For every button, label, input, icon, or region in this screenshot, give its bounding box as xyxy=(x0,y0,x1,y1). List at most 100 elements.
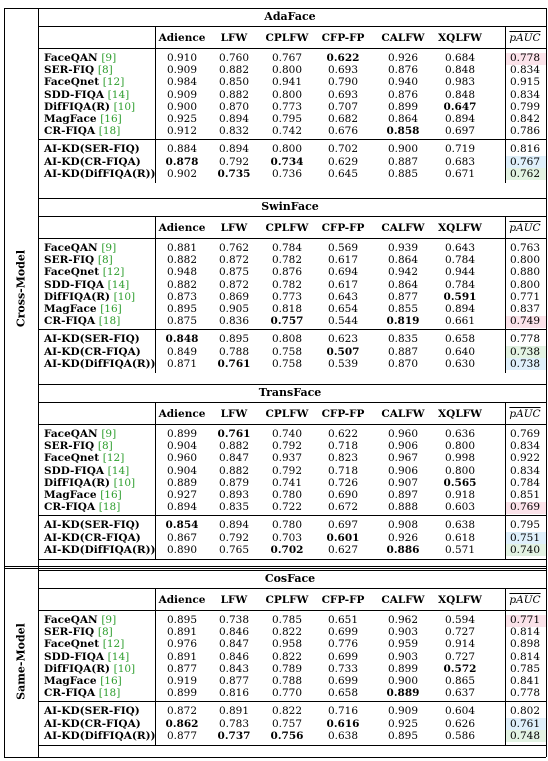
citation-link[interactable]: [12] xyxy=(102,638,125,651)
table-cell: 0.591 xyxy=(443,290,477,303)
table-cell: 0.800 xyxy=(444,464,476,477)
table-cell: 0.716 xyxy=(327,705,359,718)
table-cell: 0.864 xyxy=(387,113,419,125)
citation-link[interactable]: [14] xyxy=(107,278,130,291)
citation-link[interactable]: [10] xyxy=(113,662,136,675)
method-name: AI-KD(DifFIQA(R)) xyxy=(44,358,156,370)
table-cell: 0.734 xyxy=(270,155,304,168)
table-cell: 0.885 xyxy=(387,167,419,180)
table-cell: 0.898 xyxy=(509,638,541,651)
method-name: AI-KD(SER-FIQ) xyxy=(44,143,140,155)
citation-link[interactable]: [8] xyxy=(97,254,113,267)
method-label: MagFace xyxy=(44,489,97,501)
table-cell: 0.854 xyxy=(165,519,199,532)
citation-link[interactable]: [12] xyxy=(102,452,125,465)
citation-link[interactable]: [8] xyxy=(97,440,113,453)
table-cell: 0.895 xyxy=(166,614,198,626)
method-label: MagFace xyxy=(44,675,97,687)
table-cell: 0.905 xyxy=(218,303,250,315)
table-cell: 0.795 xyxy=(271,113,303,125)
citation-link[interactable]: [10] xyxy=(113,290,136,303)
table-top-rule xyxy=(4,8,546,9)
ai-kd-rule xyxy=(38,701,546,703)
table-cell: 0.848 xyxy=(444,64,476,77)
citation-link[interactable]: [9] xyxy=(101,52,117,64)
table-cell: 0.758 xyxy=(271,357,303,370)
ai-kd-rule xyxy=(38,329,546,331)
group-separator xyxy=(4,568,546,569)
method-name: SER-FIQ [8] xyxy=(44,440,113,452)
citation-link[interactable]: [16] xyxy=(100,113,122,125)
table-cell: 0.914 xyxy=(444,638,476,651)
table-cell: 0.699 xyxy=(327,626,359,639)
header-calfw: CALFW xyxy=(381,594,425,606)
table-cell: 0.907 xyxy=(387,476,419,489)
table-cell: 0.671 xyxy=(444,167,476,180)
citation-link[interactable]: [8] xyxy=(97,64,113,77)
method-name: FaceQAN [9] xyxy=(44,428,116,440)
table-cell: 0.765 xyxy=(218,543,250,556)
table-cell: 0.872 xyxy=(218,278,250,291)
method-label: FaceQAN xyxy=(44,614,98,626)
method-label: SER-FIQ xyxy=(44,440,95,453)
table-cell: 0.864 xyxy=(387,278,419,291)
citation-link[interactable]: [10] xyxy=(113,100,136,113)
table-cell: 0.773 xyxy=(271,290,303,303)
header-calfw: CALFW xyxy=(381,222,425,234)
table-cell: 0.895 xyxy=(166,303,198,315)
table-cell: 0.895 xyxy=(218,333,250,346)
table-cell: 0.899 xyxy=(387,100,419,113)
citation-link[interactable]: [16] xyxy=(100,303,122,315)
table-cell: 0.658 xyxy=(444,333,476,346)
citation-link[interactable]: [14] xyxy=(107,88,130,101)
citation-link[interactable]: [12] xyxy=(102,266,125,279)
table-cell: 0.636 xyxy=(444,428,476,440)
citation-link[interactable]: [10] xyxy=(113,476,136,489)
table-cell: 0.822 xyxy=(271,626,303,639)
method-name: MagFace [16] xyxy=(44,113,122,125)
table-cell: 0.876 xyxy=(387,64,419,77)
table-cell: 0.959 xyxy=(387,638,419,651)
pauc-highlight xyxy=(505,346,546,359)
citation-link[interactable]: [9] xyxy=(101,428,117,440)
method-label: AI-KD(CR-FIQA) xyxy=(44,345,141,358)
table-cell: 0.784 xyxy=(509,476,541,489)
citation-link[interactable]: [14] xyxy=(107,650,130,663)
table-cell: 0.834 xyxy=(509,464,541,477)
table-cell: 0.925 xyxy=(387,717,419,730)
citation-link[interactable]: [9] xyxy=(101,614,117,626)
citation-link[interactable]: [18] xyxy=(98,501,121,514)
table-cell: 0.738 xyxy=(509,357,541,370)
citation-link[interactable]: [9] xyxy=(101,242,117,254)
table-cell: 0.702 xyxy=(270,543,304,556)
citation-link[interactable]: [16] xyxy=(100,489,122,501)
table-cell: 0.842 xyxy=(509,113,541,125)
table-cell: 0.760 xyxy=(218,52,250,64)
table-cell: 0.703 xyxy=(271,531,303,544)
model-title: TransFace xyxy=(258,386,322,399)
citation-link[interactable]: [12] xyxy=(102,76,125,89)
citation-link[interactable]: [18] xyxy=(98,315,121,328)
table-cell: 0.651 xyxy=(327,614,359,626)
table-cell: 0.909 xyxy=(166,88,198,101)
method-label: SER-FIQ xyxy=(44,64,95,77)
table-cell: 0.756 xyxy=(270,729,304,742)
citation-link[interactable]: [16] xyxy=(100,675,122,687)
table-cell: 0.848 xyxy=(444,88,476,101)
citation-link[interactable]: [8] xyxy=(97,626,113,639)
method-name: MagFace [16] xyxy=(44,303,122,315)
table-cell: 0.795 xyxy=(509,519,541,532)
model-title: CosFace xyxy=(264,572,316,585)
table-cell: 0.894 xyxy=(218,143,250,156)
citation-link[interactable]: [14] xyxy=(107,464,130,477)
table-cell: 0.882 xyxy=(218,440,250,453)
citation-link[interactable]: [18] xyxy=(98,687,121,700)
table-cell: 0.890 xyxy=(166,543,198,556)
citation-link[interactable]: [18] xyxy=(98,125,121,138)
method-name: AI-KD(CR-FIQA) xyxy=(44,156,141,168)
table-cell: 0.697 xyxy=(444,125,476,138)
table-cell: 0.799 xyxy=(509,100,541,113)
table-cell: 0.847 xyxy=(218,452,250,465)
table-cell: 0.834 xyxy=(509,64,541,77)
